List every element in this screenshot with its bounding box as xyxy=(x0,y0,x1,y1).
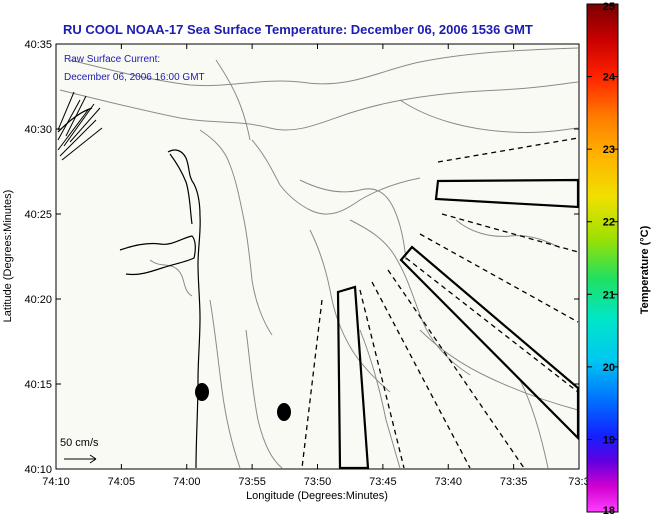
polygon-diagonal xyxy=(399,245,580,441)
x-tick-label: 73:50 xyxy=(304,476,332,488)
colorbar xyxy=(586,3,619,513)
x-tick-label: 74:00 xyxy=(173,476,201,488)
x-tick-label: 73:40 xyxy=(434,476,462,488)
polygon-upper-right xyxy=(434,178,580,209)
colorbar-tick-label: 20 xyxy=(603,362,615,374)
x-tick-label: 74:10 xyxy=(42,476,70,488)
colorbar-label: Temperature (°C) xyxy=(639,225,651,314)
buoy-marker-west xyxy=(195,383,209,401)
y-tick-label: 40:20 xyxy=(24,294,52,306)
bathymetry-contours xyxy=(59,47,579,469)
y-tick-label: 40:35 xyxy=(24,39,52,51)
y-tick-label: 40:30 xyxy=(24,124,52,136)
colorbar-tick-label: 25 xyxy=(603,1,615,13)
x-tick-label: 73:3 xyxy=(568,476,589,488)
polygon-center xyxy=(336,285,370,470)
y-axis-ticks: 40:35 40:30 40:25 40:20 40:15 40:10 xyxy=(24,39,579,476)
x-axis-ticks: 74:10 74:05 74:00 73:55 73:50 73:45 73:40 73:35… xyxy=(42,44,590,488)
y-axis-label: Latitude (Degrees:Minutes) xyxy=(2,190,14,323)
buoy-marker-east xyxy=(277,403,291,421)
x-tick-label: 74:05 xyxy=(108,476,136,488)
scale-arrow xyxy=(64,454,97,464)
colorbar-tick-label: 24 xyxy=(603,72,616,84)
colorbar-tick-label: 21 xyxy=(603,289,615,301)
x-tick-label: 73:55 xyxy=(238,476,266,488)
colorbar-tick-label: 18 xyxy=(603,505,615,517)
current-annotation-line1: Raw Surface Current: xyxy=(64,54,160,65)
figure-title: RU COOL NOAA-17 Sea Surface Temperature:… xyxy=(63,22,533,37)
current-annotation-line2: December 06, 2006 16:00 GMT xyxy=(64,72,205,83)
colorbar-tick-label: 23 xyxy=(603,144,615,156)
x-axis-label: Longitude (Degrees:Minutes) xyxy=(246,490,388,502)
scale-label: 50 cm/s xyxy=(60,437,99,449)
y-tick-label: 40:15 xyxy=(24,379,52,391)
map-plot-area xyxy=(55,43,580,470)
surface-current-vectors xyxy=(57,91,103,161)
colorbar-tick-label: 22 xyxy=(603,217,615,229)
y-tick-label: 40:25 xyxy=(24,209,52,221)
coverage-dashed-lines xyxy=(301,137,579,469)
y-tick-label: 40:10 xyxy=(24,464,52,476)
x-tick-label: 73:45 xyxy=(369,476,397,488)
colorbar-tick-label: 19 xyxy=(603,434,615,446)
disposal-area-polygons xyxy=(336,178,580,470)
colorbar-ticks: 25 24 23 22 21 20 19 18 xyxy=(587,1,618,517)
x-tick-label: 73:35 xyxy=(500,476,528,488)
